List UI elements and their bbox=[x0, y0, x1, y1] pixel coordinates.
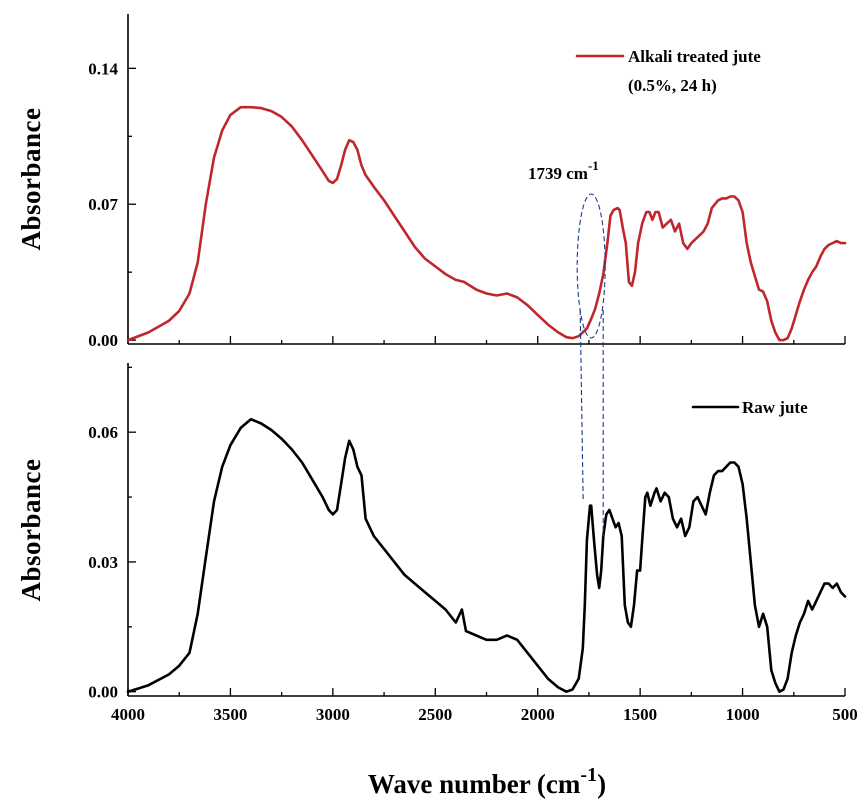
peak-1739-label: 1739 cm-1 bbox=[528, 158, 599, 183]
series-line-alkali-treated-jute bbox=[126, 105, 847, 342]
top-y-axis-label: Absorbance bbox=[16, 107, 46, 250]
bottom-legend: Raw jute bbox=[691, 398, 808, 417]
x-tick-label-1500: 1500 bbox=[623, 705, 657, 724]
bottom-panel: 4000 3500 3000 2500 2000 1500 1000 500 0.00 0.03 0… bbox=[16, 363, 858, 724]
peak-1739-ellipse bbox=[576, 193, 606, 339]
x-tick-label-2000: 2000 bbox=[521, 705, 555, 724]
legend-label-alkali-treated-jute-line2: (0.5%, 24 h) bbox=[628, 76, 717, 95]
x-axis-label: Wave number (cm-1) bbox=[368, 764, 606, 799]
top-y-tick-label-2: 0.14 bbox=[88, 59, 118, 78]
top-series-group bbox=[126, 105, 847, 342]
top-y-tick-label-0: 0.00 bbox=[88, 331, 118, 350]
bottom-ticks: 4000 3500 3000 2500 2000 1500 1000 500 0.00 0.03 0… bbox=[88, 366, 858, 724]
bot-y-tick-label-2: 0.06 bbox=[88, 423, 118, 442]
peak-1739-guide-left bbox=[579, 309, 584, 502]
x-axis-label-sup: -1 bbox=[580, 764, 597, 786]
legend-label-raw-jute: Raw jute bbox=[742, 398, 808, 417]
x-tick-label-1000: 1000 bbox=[726, 705, 760, 724]
peak-1739-label-sup: -1 bbox=[588, 158, 599, 173]
x-tick-label-3500: 3500 bbox=[213, 705, 247, 724]
legend-label-alkali-treated-jute: Alkali treated jute bbox=[628, 47, 761, 66]
bottom-series-group bbox=[126, 417, 847, 693]
bot-y-tick-label-1: 0.03 bbox=[88, 553, 118, 572]
bot-y-tick-label-0: 0.00 bbox=[88, 683, 118, 702]
x-tick-label-2500: 2500 bbox=[418, 705, 452, 724]
bottom-y-axis-label: Absorbance bbox=[16, 458, 46, 601]
top-panel: 0.00 0.07 0.14 Alkali treated jute (0.5%, … bbox=[16, 14, 847, 350]
top-ticks: 0.00 0.07 0.14 bbox=[88, 59, 846, 350]
peak-1739-label-text: 1739 cm bbox=[528, 164, 588, 183]
peak-annotation: 1739 cm-1 bbox=[528, 158, 606, 536]
x-axis-label-text: Wave number (cm bbox=[368, 769, 581, 799]
x-axis-label-suffix: ) bbox=[597, 769, 606, 799]
x-tick-label-3000: 3000 bbox=[316, 705, 350, 724]
top-y-tick-label-1: 0.07 bbox=[88, 195, 118, 214]
top-legend: Alkali treated jute (0.5%, 24 h) bbox=[575, 47, 761, 95]
series-line-raw-jute bbox=[126, 417, 847, 693]
x-tick-label-4000: 4000 bbox=[111, 705, 145, 724]
x-tick-label-500: 500 bbox=[832, 705, 858, 724]
